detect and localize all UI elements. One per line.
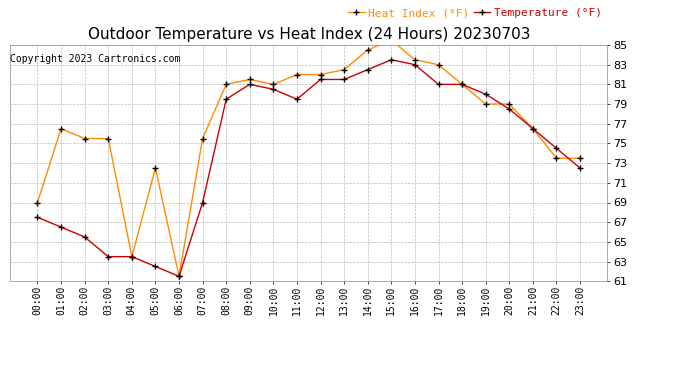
Heat Index (°F): [246, 77, 254, 82]
Temperature (°F): [33, 215, 41, 219]
Temperature (°F): [364, 68, 372, 72]
Heat Index (°F): [435, 62, 443, 67]
Temperature (°F): [317, 77, 325, 82]
Heat Index (°F): [269, 82, 277, 87]
Temperature (°F): [81, 235, 89, 239]
Temperature (°F): [340, 77, 348, 82]
Heat Index (°F): [104, 136, 112, 141]
Line: Temperature (°F): Temperature (°F): [34, 57, 583, 279]
Temperature (°F): [293, 97, 301, 101]
Heat Index (°F): [175, 274, 183, 279]
Heat Index (°F): [411, 57, 419, 62]
Heat Index (°F): [340, 68, 348, 72]
Temperature (°F): [151, 264, 159, 269]
Temperature (°F): [435, 82, 443, 87]
Temperature (°F): [505, 107, 513, 111]
Heat Index (°F): [482, 102, 490, 106]
Heat Index (°F): [552, 156, 560, 160]
Temperature (°F): [458, 82, 466, 87]
Heat Index (°F): [199, 136, 207, 141]
Heat Index (°F): [33, 200, 41, 205]
Heat Index (°F): [222, 82, 230, 87]
Temperature (°F): [104, 254, 112, 259]
Heat Index (°F): [293, 72, 301, 77]
Temperature (°F): [411, 62, 419, 67]
Heat Index (°F): [364, 48, 372, 52]
Heat Index (°F): [151, 166, 159, 170]
Temperature (°F): [529, 126, 537, 131]
Temperature (°F): [199, 200, 207, 205]
Temperature (°F): [246, 82, 254, 87]
Heat Index (°F): [128, 254, 136, 259]
Temperature (°F): [175, 274, 183, 279]
Temperature (°F): [387, 57, 395, 62]
Heat Index (°F): [57, 126, 66, 131]
Heat Index (°F): [81, 136, 89, 141]
Temperature (°F): [222, 97, 230, 101]
Heat Index (°F): [576, 156, 584, 160]
Heat Index (°F): [458, 82, 466, 87]
Line: Heat Index (°F): Heat Index (°F): [34, 37, 583, 279]
Heat Index (°F): [387, 38, 395, 42]
Temperature (°F): [269, 87, 277, 92]
Temperature (°F): [576, 166, 584, 170]
Temperature (°F): [57, 225, 66, 230]
Heat Index (°F): [317, 72, 325, 77]
Legend: Heat Index (°F), Temperature (°F): Heat Index (°F), Temperature (°F): [348, 8, 602, 18]
Temperature (°F): [482, 92, 490, 96]
Heat Index (°F): [529, 126, 537, 131]
Temperature (°F): [128, 254, 136, 259]
Text: Copyright 2023 Cartronics.com: Copyright 2023 Cartronics.com: [10, 54, 181, 64]
Heat Index (°F): [505, 102, 513, 106]
Title: Outdoor Temperature vs Heat Index (24 Hours) 20230703: Outdoor Temperature vs Heat Index (24 Ho…: [88, 27, 530, 42]
Temperature (°F): [552, 146, 560, 151]
